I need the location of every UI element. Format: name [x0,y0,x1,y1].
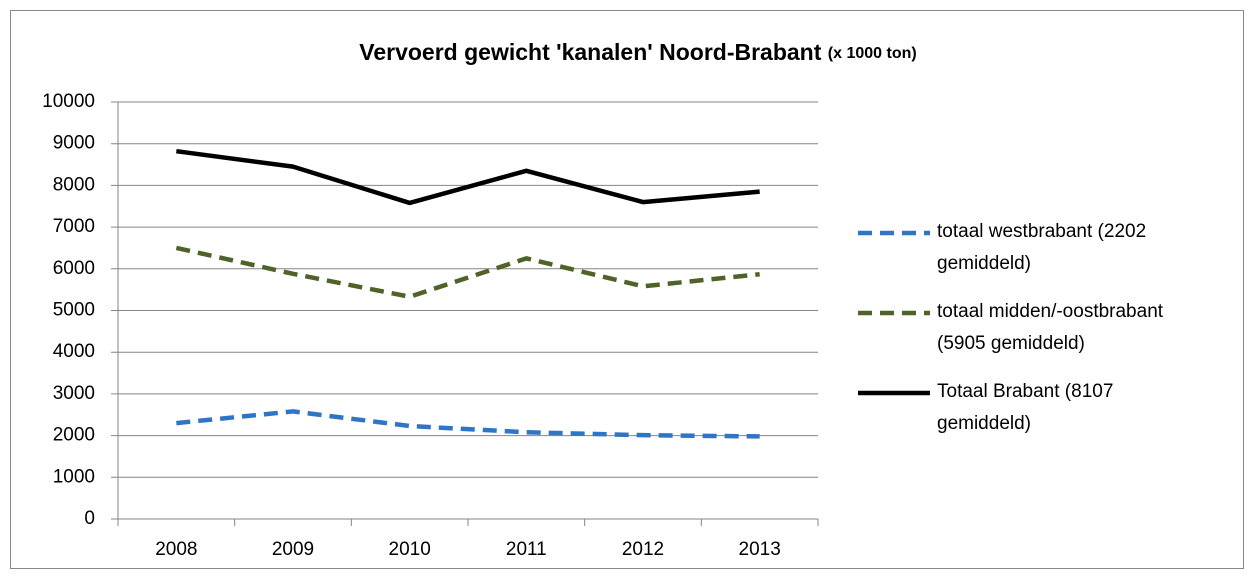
chart-title: Vervoerd gewicht 'kanalen' Noord-Brabant [359,39,821,65]
x-tick-label: 2011 [506,539,547,560]
x-tick-label: 2008 [155,539,197,560]
y-tick-label: 7000 [53,216,95,237]
chart-subtitle: (x 1000 ton) [828,45,917,62]
y-tick-label: 4000 [53,341,95,362]
y-tick-label: 6000 [53,258,95,279]
y-tick-label: 5000 [53,300,95,321]
y-tick-label: 2000 [53,425,95,446]
series-line [175,245,760,299]
y-tick-label: 0 [84,508,95,529]
y-tick-label: 3000 [53,383,95,404]
series-line [176,148,760,206]
x-tick-label: 2009 [272,539,314,560]
legend-label: Totaal Brabant (8107 gemiddeld) [937,381,1114,434]
y-tick-label: 9000 [53,133,95,154]
y-tick-label: 8000 [53,174,95,195]
y-tick-label: 1000 [53,466,95,487]
legend-label: totaal midden/-oostbrabant (5905 gemidde… [937,301,1164,354]
chart-title-group: Vervoerd gewicht 'kanalen' Noord-Brabant… [359,39,916,65]
chart-border [10,10,1244,569]
x-tick-label: 2013 [739,539,781,560]
x-tick-label: 2012 [622,539,664,560]
x-tick-label: 2010 [389,539,431,560]
series-line [176,409,760,439]
y-tick-label: 10000 [42,91,95,112]
legend-label: totaal westbrabant (2202 gemiddeld) [937,221,1147,274]
